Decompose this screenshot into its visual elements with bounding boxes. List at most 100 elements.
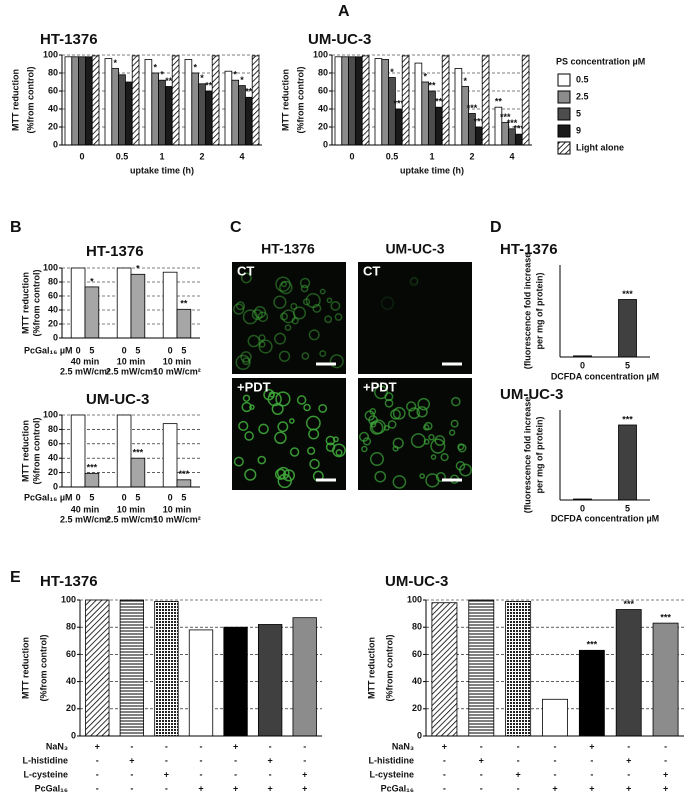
bar — [130, 457, 146, 488]
significance: * — [136, 264, 140, 274]
bar — [211, 55, 220, 146]
cell — [238, 420, 249, 432]
image-label: +PDT — [363, 379, 397, 394]
bar — [162, 271, 178, 339]
y-tick-label: 100 — [43, 409, 58, 419]
chart-title: HT-1376 — [500, 241, 558, 258]
bar — [223, 626, 248, 737]
condition-sign: - — [200, 741, 203, 751]
bar — [191, 72, 200, 146]
bar — [84, 472, 100, 488]
condition-label: NaN₃ — [392, 741, 414, 751]
condition-sign: - — [165, 741, 168, 751]
significance: *** — [623, 599, 634, 609]
cell — [408, 407, 421, 420]
cell — [300, 284, 309, 293]
x-axis-label: uptake time (h) — [400, 165, 464, 175]
x-tick-label: 0.5 — [386, 151, 399, 161]
bar — [618, 299, 637, 358]
y-tick-label: 20 — [318, 121, 328, 131]
condition-sign: + — [663, 783, 668, 793]
cell — [330, 300, 341, 311]
cell — [369, 452, 384, 467]
significance: *** — [133, 448, 144, 458]
condition-sign: - — [480, 741, 483, 751]
x-tick-label: 0 — [580, 360, 585, 370]
cell — [358, 431, 370, 442]
cell — [329, 354, 344, 369]
cell — [258, 339, 273, 354]
significance: ** — [205, 80, 213, 90]
significance: ** — [180, 299, 188, 309]
condition-sign: - — [554, 741, 557, 751]
condition-sign: + — [95, 741, 100, 751]
y-tick-label: 100 — [43, 262, 58, 272]
chart-title: HT-1376 — [40, 31, 98, 48]
x-tick-label: 0 — [79, 151, 84, 161]
x-tick-label: 2.5 mW/cm² — [106, 514, 156, 524]
bar — [257, 624, 283, 737]
series-label: 5 — [181, 345, 186, 355]
bar — [116, 267, 132, 339]
bar — [244, 96, 253, 146]
chart-title: HT-1376 — [86, 243, 144, 260]
bar — [119, 599, 145, 737]
y-tick-label: 0 — [53, 481, 58, 491]
bar — [151, 72, 160, 146]
cell — [273, 295, 287, 309]
condition-sign: - — [200, 769, 203, 779]
bar — [125, 81, 133, 146]
condition-sign: - — [96, 769, 99, 779]
y-axis-label: (fluorescence fold increase — [522, 397, 532, 514]
significance: ** — [165, 76, 173, 86]
panel-letter: E — [10, 569, 21, 586]
cell — [457, 443, 465, 451]
bar — [184, 59, 193, 146]
condition-sign: + — [302, 769, 307, 779]
bar — [441, 55, 450, 146]
y-tick-label: 80 — [48, 424, 58, 434]
y-tick-label: 60 — [412, 649, 422, 659]
legend-swatch — [557, 124, 571, 138]
bar — [144, 59, 153, 146]
y-tick-label: 40 — [48, 304, 58, 314]
series-label: 0 — [122, 345, 127, 355]
image-label: +PDT — [237, 379, 271, 394]
significance: * — [390, 67, 394, 77]
panel-letter: B — [10, 219, 22, 236]
cell — [332, 436, 339, 443]
cell — [235, 354, 251, 370]
y-axis-label: (%from control) — [384, 635, 394, 702]
y-axis-label: (fluorescence fold increase — [522, 253, 532, 370]
condition-sign: + — [589, 741, 594, 751]
significance: * — [200, 73, 204, 83]
series-label: 0 — [168, 492, 173, 502]
significance: * — [423, 71, 427, 81]
bar — [394, 108, 403, 146]
condition-sign: + — [198, 783, 203, 793]
significance: *** — [622, 289, 633, 299]
condition-sign: + — [233, 783, 238, 793]
y-axis-label: MTT reduction — [10, 69, 20, 131]
condition-sign: - — [480, 769, 483, 779]
significance: *** — [179, 469, 190, 479]
cell — [392, 406, 406, 420]
significance: ** — [435, 97, 443, 107]
series-label: 0 — [76, 345, 81, 355]
condition-sign: - — [517, 741, 520, 751]
condition-sign: - — [269, 741, 272, 751]
x-tick-label: 10 min — [163, 504, 192, 514]
y-axis-label: MTT reduction — [366, 637, 376, 699]
cell — [296, 395, 307, 405]
bar — [542, 698, 568, 737]
y-axis-label: MTT reduction — [20, 637, 30, 699]
series-label: 5 — [89, 492, 94, 502]
condition-label: L-histidine — [369, 755, 415, 765]
cell — [326, 297, 333, 304]
bar — [176, 479, 192, 488]
bar — [421, 81, 429, 146]
cell — [275, 391, 291, 407]
cell — [392, 475, 407, 489]
cell — [249, 404, 255, 410]
